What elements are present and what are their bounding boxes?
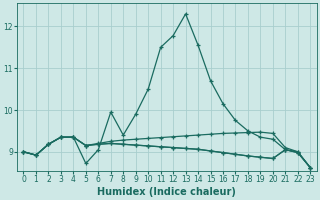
X-axis label: Humidex (Indice chaleur): Humidex (Indice chaleur) [98,187,236,197]
